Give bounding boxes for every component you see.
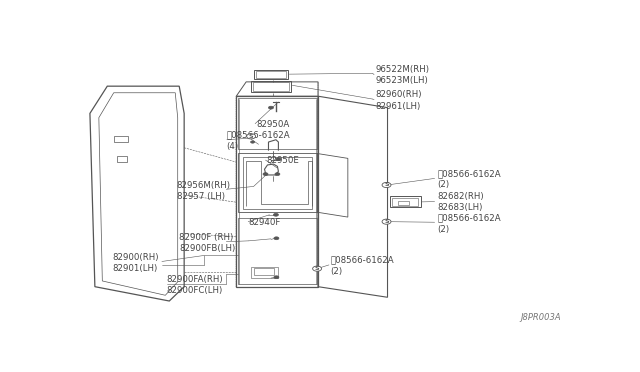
Text: 96522M(RH)
96523M(LH): 96522M(RH) 96523M(LH) [375, 65, 429, 85]
Bar [253, 82, 289, 91]
Bar [392, 198, 419, 206]
Circle shape [275, 173, 280, 176]
Text: 82900(RH)
82901(LH): 82900(RH) 82901(LH) [112, 253, 159, 273]
Text: Ⓢ08566-6162A
(2): Ⓢ08566-6162A (2) [437, 214, 500, 234]
Text: 82950E: 82950E [266, 156, 299, 165]
Text: S: S [249, 134, 253, 139]
Bar [114, 136, 127, 142]
Text: 82682(RH)
82683(LH): 82682(RH) 82683(LH) [437, 192, 484, 212]
Bar [117, 156, 127, 162]
Text: S: S [384, 183, 389, 187]
Bar [253, 70, 288, 79]
Text: Ⓢ08566-6162A
(2): Ⓢ08566-6162A (2) [330, 256, 394, 276]
Text: S: S [315, 266, 319, 271]
Text: 82940F: 82940F [249, 218, 281, 227]
Text: Ⓢ08566-6162A
(2): Ⓢ08566-6162A (2) [437, 169, 500, 189]
Circle shape [269, 106, 273, 109]
Bar [253, 268, 275, 275]
Circle shape [276, 158, 281, 161]
Bar [251, 267, 278, 278]
Circle shape [382, 219, 391, 224]
Circle shape [312, 266, 321, 271]
Circle shape [263, 173, 268, 176]
Bar [255, 71, 286, 78]
Circle shape [251, 141, 255, 143]
Text: 82900F (RH)
82900FB(LH): 82900F (RH) 82900FB(LH) [179, 233, 236, 253]
Bar [398, 201, 409, 205]
Text: 82950A: 82950A [256, 121, 289, 129]
Text: S: S [384, 219, 389, 224]
Bar [390, 196, 420, 207]
Circle shape [273, 214, 278, 216]
Text: Ⓢ08566-6162A
(4): Ⓢ08566-6162A (4) [227, 131, 290, 151]
Circle shape [274, 237, 279, 240]
Text: 82900FA(RH)
82900FC(LH): 82900FA(RH) 82900FC(LH) [167, 275, 223, 295]
Circle shape [382, 182, 391, 187]
Circle shape [274, 276, 279, 279]
Text: J8PR003A: J8PR003A [520, 313, 561, 322]
Circle shape [246, 134, 255, 139]
Bar [251, 81, 291, 92]
Text: 82960(RH)
82961(LH): 82960(RH) 82961(LH) [375, 90, 422, 110]
Text: 82956M(RH)
82957 (LH): 82956M(RH) 82957 (LH) [177, 181, 231, 201]
